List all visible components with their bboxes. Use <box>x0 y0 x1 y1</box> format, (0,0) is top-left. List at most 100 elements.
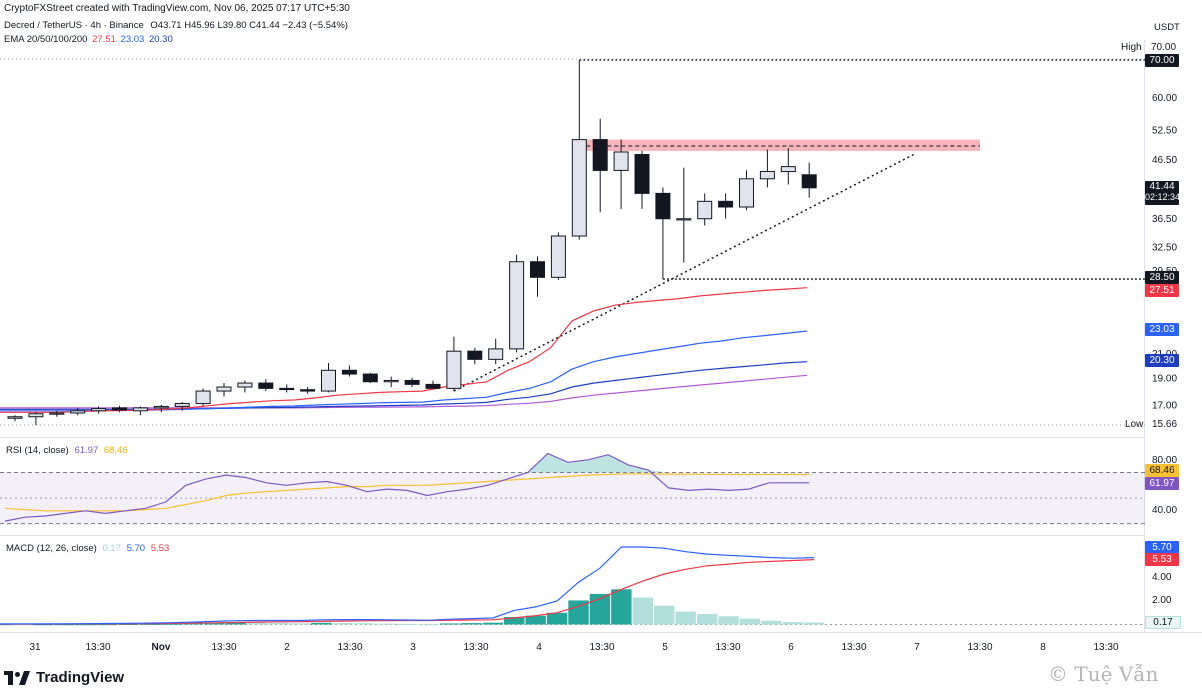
time-tick-label: 13:30 <box>841 642 866 653</box>
ema-lines <box>0 287 808 413</box>
candle <box>739 170 754 211</box>
candles[interactable] <box>7 60 817 425</box>
candle <box>509 254 525 353</box>
candle <box>174 402 190 411</box>
tradingview-logo-icon <box>4 670 30 685</box>
candle-body-up <box>321 369 336 392</box>
candle-body-up <box>70 410 86 414</box>
candle-body-up <box>780 166 796 173</box>
macd-hist-bar <box>225 622 246 625</box>
rsi-pane[interactable] <box>0 452 1145 525</box>
macd-hist-bar <box>161 623 182 625</box>
macd-hist-bar <box>439 623 461 625</box>
candle-body-up <box>49 412 65 415</box>
candle-body-up <box>174 403 190 407</box>
macd-hist-bar <box>718 616 739 625</box>
candle <box>780 147 796 185</box>
brand-name: TradingView <box>36 669 125 686</box>
macd-line <box>0 546 815 625</box>
symbol-line: Decred / TetherUS · 4h · Binance O43.71 … <box>4 20 348 31</box>
ema50-line <box>0 330 808 412</box>
candle-body-up <box>7 416 23 419</box>
macd-hist-bar <box>761 620 782 625</box>
candle <box>70 407 86 416</box>
macd-hist-bar <box>332 622 354 625</box>
candle <box>300 387 316 394</box>
candle-body-down <box>279 387 295 391</box>
ohlc-values: O43.71 H45.96 L39.80 C41.44 −2.43 (−5.54… <box>150 20 348 31</box>
candle <box>571 60 587 240</box>
time-tick-label: 13:30 <box>337 642 362 653</box>
macd-hist-bar <box>375 623 396 625</box>
symbol-name[interactable]: Decred / TetherUS · 4h · Binance <box>4 20 144 31</box>
macd-legend[interactable]: MACD (12, 26, close) 0.17 5.70 5.53 <box>6 543 169 554</box>
ascending-trendline <box>453 153 915 392</box>
rsi-overbought-fill <box>608 454 629 473</box>
candle <box>446 336 462 392</box>
candle-body-up <box>383 379 399 383</box>
candle-body-up <box>739 178 754 208</box>
macd-hist-bar <box>54 624 75 626</box>
candle <box>341 365 357 377</box>
candle <box>237 380 253 393</box>
candle <box>321 362 336 393</box>
candle-body-down <box>341 369 357 375</box>
tradingview-logo[interactable]: TradingView <box>4 669 124 686</box>
time-tick-label: 2 <box>284 642 290 653</box>
last-price: 41.44 <box>1149 181 1175 192</box>
macd-hist-bar <box>739 618 761 625</box>
time-tick-label: 7 <box>914 642 920 653</box>
candle-body-down <box>530 261 545 278</box>
macd-hist-bar <box>803 622 825 625</box>
macd-pane[interactable] <box>0 546 1145 626</box>
candle-body-down <box>634 154 650 194</box>
watermark: © Tuệ Vẫn <box>1048 662 1159 686</box>
rsi-legend[interactable]: RSI (14, close) 61.97 68.46 <box>6 445 128 456</box>
macd-hist-bar <box>589 593 611 625</box>
ema50-tag: 23.03 <box>1145 323 1179 336</box>
ema-legend[interactable]: EMA 20/50/100/200 27.51 23.03 20.30 <box>4 34 173 45</box>
time-tick-label: 5 <box>662 642 668 653</box>
rsi-value: 61.97 <box>74 445 99 456</box>
level-70-tag: 70.00 <box>1145 54 1179 67</box>
rsi-tag: 61.97 <box>1145 477 1179 490</box>
time-tick-label: 13:30 <box>85 642 110 653</box>
candle-body-up <box>132 407 148 412</box>
rsi-tick-80: 80.00 <box>1152 455 1178 466</box>
time-tick-label: 4 <box>536 642 542 653</box>
candle <box>655 187 671 280</box>
candle-body-down <box>362 373 378 383</box>
candle-body-up <box>613 151 629 171</box>
time-tick-label: 13:30 <box>211 642 236 653</box>
annotation-layer <box>0 58 1145 426</box>
macd-hist-bar <box>525 615 546 625</box>
candle-body-down <box>425 383 441 389</box>
macd-hist-bar <box>289 623 311 625</box>
macd-hist-bar <box>182 623 204 625</box>
time-axis[interactable]: 31 13:30 Nov 13:30 2 13:30 3 13:30 4 13:30 5 13:30 6… <box>29 642 1119 653</box>
rsi-ma-value: 68.46 <box>103 445 128 456</box>
rsi-overbought-fill <box>628 464 649 473</box>
time-tick-label: 13:30 <box>1093 642 1118 653</box>
macd-hist-bar <box>139 623 161 625</box>
ema20-value: 27.51 <box>92 34 116 45</box>
price-tick-label: 36.50 <box>1152 214 1177 225</box>
macd-line-value: 5.70 <box>126 543 146 554</box>
macd-hist-bar <box>75 624 96 626</box>
macd-hist-value: 0.17 <box>102 543 121 554</box>
macd-hist-bar <box>504 616 525 625</box>
candle <box>91 406 107 414</box>
macd-hist-bar <box>11 624 32 626</box>
time-tick-label: 6 <box>788 642 794 653</box>
candle-body-up <box>216 386 232 392</box>
candle-body-down <box>655 192 671 220</box>
macd-hist-bar <box>611 589 632 625</box>
rsi-overbought-fill <box>648 469 669 473</box>
low-label: Low <box>1125 419 1144 430</box>
candle <box>49 410 65 417</box>
candle <box>258 379 274 392</box>
signal-tag: 5.53 <box>1145 553 1179 566</box>
rsi-line <box>4 452 810 522</box>
price-tick-label: 19.00 <box>1152 373 1177 384</box>
